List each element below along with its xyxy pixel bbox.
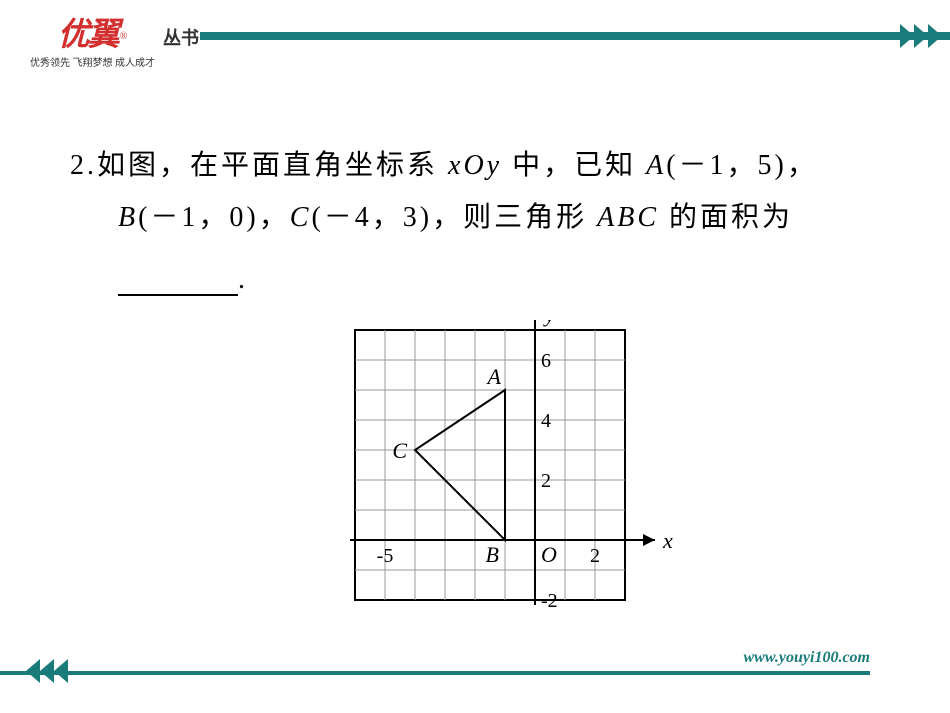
answer-blank (118, 268, 238, 296)
logo-subtitle: 优秀领先 飞翔梦想 成人成才 (30, 54, 155, 69)
bottom-chevron-left-icon (18, 659, 68, 683)
header: 优翼® 优秀领先 飞翔梦想 成人成才 丛书 (0, 0, 950, 80)
coordinate-graph: -5 2 -2 2 4 6 x y O A B C (335, 320, 715, 640)
point-a-label: A (646, 150, 666, 181)
svg-text:2: 2 (590, 545, 600, 567)
svg-text:-5: -5 (377, 545, 394, 567)
problem-number: 2. (70, 150, 97, 181)
problem-content: 2.如图，在平面直角坐标系 xOy 中，已知 A(－1，5)， B(－1，0)，… (70, 140, 890, 305)
svg-text:y: y (543, 320, 555, 327)
period: . (238, 264, 248, 295)
logo-main: 优翼® 优秀领先 飞翔梦想 成人成才 (30, 18, 155, 69)
svg-text:C: C (392, 438, 407, 463)
problem-text-2: 中，已知 (502, 150, 646, 181)
xoy-label: xOy (448, 150, 502, 181)
logo-area: 优翼® 优秀领先 飞翔梦想 成人成才 丛书 (30, 18, 199, 69)
svg-text:x: x (662, 528, 673, 553)
problem-text-1: 如图，在平面直角坐标系 (97, 150, 448, 181)
svg-text:6: 6 (541, 350, 551, 372)
svg-text:B: B (486, 542, 499, 567)
abc-label: ABC (597, 202, 659, 233)
svg-text:2: 2 (541, 470, 551, 492)
point-b-label: B (118, 202, 138, 233)
problem-text: 2.如图，在平面直角坐标系 xOy 中，已知 A(－1，5)， (70, 140, 890, 192)
footer-url: www.youyi100.com (743, 649, 870, 667)
top-chevron-right-icon (900, 24, 950, 48)
logo-reg: ® (120, 31, 128, 42)
problem-line-2: B(－1，0)，C(－4，3)，则三角形 ABC 的面积为 (70, 192, 890, 244)
bottom-bar (0, 671, 870, 675)
problem-line-3: . (70, 254, 890, 306)
logo-books: 丛书 (163, 24, 199, 50)
svg-text:O: O (541, 542, 557, 567)
point-c-coords: (－4，3)， (311, 202, 463, 233)
footer: www.youyi100.com (0, 653, 950, 683)
logo-text: 优翼 (58, 16, 118, 52)
problem-text-4: 的面积为 (659, 202, 793, 233)
point-b-coords: (－1，0)， (138, 202, 290, 233)
top-bar (200, 32, 950, 40)
svg-text:4: 4 (541, 410, 551, 432)
svg-text:-2: -2 (541, 590, 558, 612)
svg-text:A: A (486, 364, 502, 389)
point-c-label: C (290, 202, 312, 233)
problem-text-3: 则三角形 (463, 202, 597, 233)
point-a-coords: (－1，5)， (666, 150, 818, 181)
logo-right: 丛书 (163, 24, 199, 50)
